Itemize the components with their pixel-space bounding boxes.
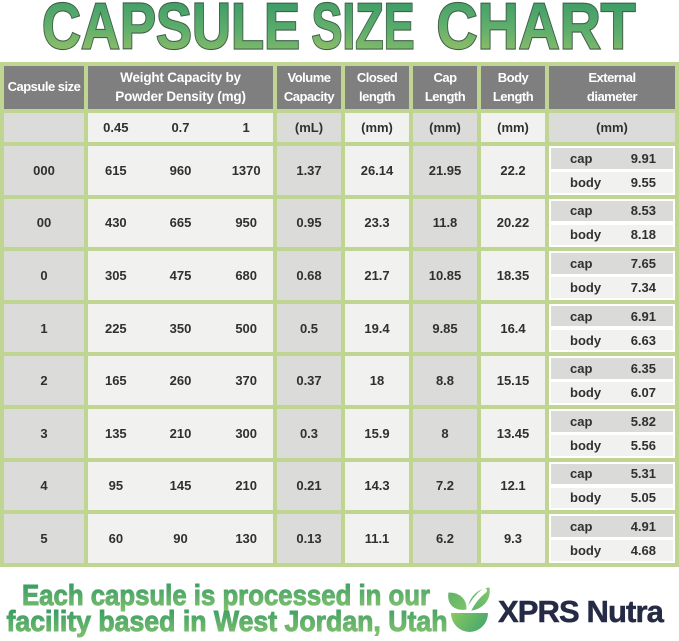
svg-text:SIZE: SIZE bbox=[312, 0, 415, 62]
svg-text:CHART: CHART bbox=[437, 0, 636, 62]
svg-text:CAPSULE: CAPSULE bbox=[42, 0, 300, 62]
svg-text:Each capsule is processed in o: Each capsule is processed in our bbox=[22, 580, 430, 612]
svg-text:facility based in West Jordan,: facility based in West Jordan, Utah bbox=[7, 606, 448, 638]
